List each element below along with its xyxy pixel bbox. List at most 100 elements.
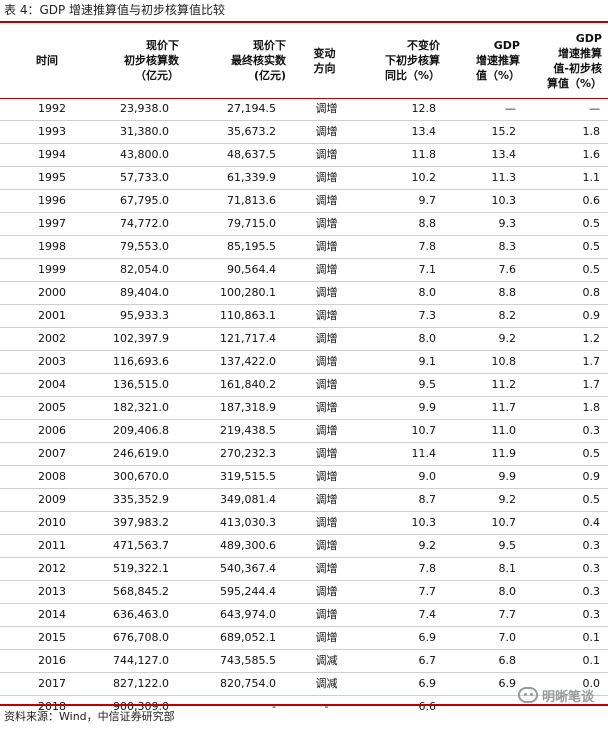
table-row: 2016 744,127.0 743,585.5 调减 6.7 6.8 0.1 <box>0 649 608 673</box>
table-row: 1996 67,795.0 71,813.6 调增 9.7 10.3 0.6 <box>0 189 608 213</box>
cell-revision-direction: 调增 <box>292 534 363 558</box>
cell-revision-direction: 调增 <box>292 442 363 466</box>
cell-estimated-growth: 11.7 <box>446 396 526 420</box>
cell-preliminary-real-growth: 9.7 <box>363 189 446 213</box>
cell-final-nominal: 643,974.0 <box>185 603 292 627</box>
cell-year: 2015 <box>0 626 90 650</box>
cell-preliminary-nominal: 43,800.0 <box>90 143 185 167</box>
cell-final-nominal: 270,232.3 <box>185 442 292 466</box>
cell-revision-direction: 调增 <box>292 258 363 282</box>
cell-preliminary-nominal: 182,321.0 <box>90 396 185 420</box>
cell-preliminary-real-growth: 8.8 <box>363 212 446 236</box>
cell-growth-difference: 0.3 <box>526 580 608 604</box>
cell-growth-difference: 1.8 <box>526 396 608 420</box>
table-caption: 表 4：GDP 增速推算值与初步核算值比较 <box>4 3 226 17</box>
cell-growth-difference: 0.4 <box>526 511 608 535</box>
cell-final-nominal: 219,438.5 <box>185 419 292 443</box>
cell-preliminary-nominal: 116,693.6 <box>90 350 185 374</box>
cell-final-nominal: 27,194.5 <box>185 98 292 121</box>
table-row: 1993 31,380.0 35,673.2 调增 13.4 15.2 1.8 <box>0 120 608 144</box>
cell-preliminary-real-growth: 7.8 <box>363 557 446 581</box>
cell-growth-difference: 0.1 <box>526 649 608 673</box>
cell-revision-direction: 调增 <box>292 511 363 535</box>
table-body: 1992 23,938.0 27,194.5 调增 12.8— —1993 31,380.0… <box>0 98 608 718</box>
cell-revision-direction: 调增 <box>292 281 363 305</box>
cell-preliminary-nominal: 209,406.8 <box>90 419 185 443</box>
table-row: 2002 102,397.9 121,717.4 调增 8.0 9.2 1.2 <box>0 327 608 351</box>
cell-year: 1993 <box>0 120 90 144</box>
cell-year: 2006 <box>0 419 90 443</box>
cell-growth-difference: 0.9 <box>526 304 608 328</box>
cell-preliminary-real-growth: 7.8 <box>363 235 446 259</box>
cell-growth-difference: 0.0 <box>526 672 608 696</box>
cell-revision-direction: 调增 <box>292 350 363 374</box>
cell-preliminary-nominal: 57,733.0 <box>90 166 185 190</box>
cell-preliminary-real-growth: 8.0 <box>363 281 446 305</box>
table-row: 2001 95,933.3 110,863.1 调增 7.3 8.2 0.9 <box>0 304 608 328</box>
cell-growth-difference: 0.5 <box>526 212 608 236</box>
cell-final-nominal: 820,754.0 <box>185 672 292 696</box>
cell-estimated-growth: 15.2 <box>446 120 526 144</box>
cell-revision-direction: 调减 <box>292 649 363 673</box>
cell-growth-difference: 0.6 <box>526 189 608 213</box>
cell-preliminary-nominal: 636,463.0 <box>90 603 185 627</box>
cell-growth-difference: 0.3 <box>526 419 608 443</box>
table-row: 1999 82,054.0 90,564.4 调增 7.1 7.6 0.5 <box>0 258 608 282</box>
cell-final-nominal: 90,564.4 <box>185 258 292 282</box>
cell-growth-difference: 1.7 <box>526 373 608 397</box>
cell-preliminary-real-growth: 10.2 <box>363 166 446 190</box>
cell-preliminary-nominal: 246,619.0 <box>90 442 185 466</box>
cell-preliminary-real-growth: 9.2 <box>363 534 446 558</box>
cell-preliminary-nominal: 300,670.0 <box>90 465 185 489</box>
cell-year: 2009 <box>0 488 90 512</box>
cell-year: 1999 <box>0 258 90 282</box>
source-note: 资料来源：Wind，中信证券研究部 <box>4 710 175 723</box>
table-row: 2013 568,845.2 595,244.4 调增 7.7 8.0 0.3 <box>0 580 608 604</box>
cell-year: 1996 <box>0 189 90 213</box>
cell-preliminary-nominal: 74,772.0 <box>90 212 185 236</box>
table-row: 2000 89,404.0 100,280.1 调增 8.0 8.8 0.8 <box>0 281 608 305</box>
cell-growth-difference: 0.8 <box>526 281 608 305</box>
cell-preliminary-real-growth: 12.8 <box>363 98 446 121</box>
cell-revision-direction: 调增 <box>292 304 363 328</box>
cell-estimated-growth: — <box>446 98 526 121</box>
cell-preliminary-nominal: 676,708.0 <box>90 626 185 650</box>
table-row: 1994 43,800.0 48,637.5 调增 11.8 13.4 1.6 <box>0 143 608 167</box>
cell-growth-difference: 1.6 <box>526 143 608 167</box>
cell-preliminary-real-growth: 11.8 <box>363 143 446 167</box>
cell-growth-difference: 0.3 <box>526 603 608 627</box>
header-revision-direction: 变动 方向 <box>313 46 336 75</box>
header-final-nominal: 现价下 最终核实数 (亿元) <box>231 39 286 82</box>
cell-final-nominal: 100,280.1 <box>185 281 292 305</box>
cell-preliminary-nominal: 79,553.0 <box>90 235 185 259</box>
cell-estimated-growth: 8.1 <box>446 557 526 581</box>
cell-estimated-growth: 8.0 <box>446 580 526 604</box>
table-row: 2017 827,122.0 820,754.0 调减 6.9 6.9 0.0 <box>0 672 608 696</box>
cell-year: 2016 <box>0 649 90 673</box>
table-row: 2008 300,670.0 319,515.5 调增 9.0 9.9 0.9 <box>0 465 608 489</box>
cell-preliminary-nominal: 82,054.0 <box>90 258 185 282</box>
header-preliminary-nominal: 现价下 初步核算数 （亿元） <box>124 39 179 82</box>
cell-year: 2011 <box>0 534 90 558</box>
table-row: 2015 676,708.0 689,052.1 调增 6.9 7.0 0.1 <box>0 626 608 650</box>
cell-preliminary-nominal: 95,933.3 <box>90 304 185 328</box>
cell-estimated-growth: 11.3 <box>446 166 526 190</box>
cell-preliminary-real-growth: 9.1 <box>363 350 446 374</box>
cell-final-nominal: 540,367.4 <box>185 557 292 581</box>
cell-preliminary-real-growth: 10.3 <box>363 511 446 535</box>
table-row: 2018 900,309.0 - - 6.6 <box>0 696 608 719</box>
cell-preliminary-real-growth: 7.4 <box>363 603 446 627</box>
table-row: 2004 136,515.0 161,840.2 调增 9.5 11.2 1.7 <box>0 373 608 397</box>
cell-preliminary-nominal: 568,845.2 <box>90 580 185 604</box>
cell-preliminary-real-growth: 9.0 <box>363 465 446 489</box>
cell-year: 2017 <box>0 672 90 696</box>
cell-preliminary-nominal: 519,322.1 <box>90 557 185 581</box>
cell-revision-direction: 调增 <box>292 120 363 144</box>
cell-growth-difference: 0.5 <box>526 442 608 466</box>
cell-growth-difference: 0.3 <box>526 534 608 558</box>
cell-estimated-growth: 7.7 <box>446 603 526 627</box>
cell-revision-direction: 调增 <box>292 396 363 420</box>
table-row: 1997 74,772.0 79,715.0 调增 8.8 9.3 0.5 <box>0 212 608 236</box>
cell-preliminary-real-growth: 8.0 <box>363 327 446 351</box>
cell-revision-direction: 调增 <box>292 580 363 604</box>
